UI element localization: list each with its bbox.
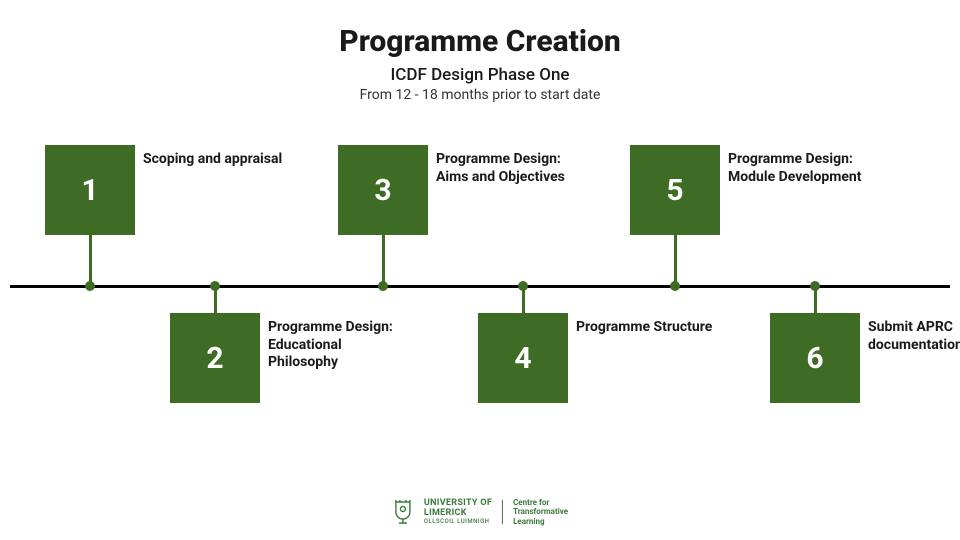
timeline-dot [670,281,680,291]
timeline-step-number: 6 [806,341,823,376]
timeline-dot [378,281,388,291]
timeline-step-label: Submit APRC documentation [868,319,960,354]
timeline-step-number: 1 [81,173,98,208]
timeline-axis [10,285,950,288]
footer-logo: UNIVERSITY OF LIMERICK OLLSCOIL LUIMNIGH… [392,498,568,526]
university-crest-icon [392,498,414,526]
centre-name: Centre for Transformative Learning [513,498,568,526]
timeline-step-number: 4 [514,341,531,376]
centre-line3: Learning [513,517,568,526]
centre-line1: Centre for [513,498,568,507]
header: Programme Creation ICDF Design Phase One… [0,0,960,103]
timeline-step-number: 5 [666,173,683,208]
timeline-connector [382,235,385,285]
timeline-step-box: 2 [170,313,260,403]
timeline-step-box: 4 [478,313,568,403]
timeline-dot [810,281,820,291]
timeline-step-label: Programme Design: Aims and Objectives [436,151,576,186]
page-subtitle: ICDF Design Phase One [0,65,960,85]
page-subtitle-2: From 12 - 18 months prior to start date [0,87,960,103]
timeline-step-label: Programme Design: Educational Philosophy [268,319,408,372]
timeline-step-box: 6 [770,313,860,403]
university-name: UNIVERSITY OF LIMERICK OLLSCOIL LUIMNIGH [424,499,492,525]
timeline-step-label: Scoping and appraisal [143,151,283,169]
timeline-step-box: 3 [338,145,428,235]
timeline-step-label: Programme Structure [576,319,716,337]
logo-divider [502,500,503,524]
centre-line2: Transformative [513,507,568,516]
timeline-step-box: 1 [45,145,135,235]
timeline-connector [89,235,92,285]
timeline-dot [210,281,220,291]
timeline-dot [85,281,95,291]
timeline-step-number: 2 [206,341,223,376]
university-line3: OLLSCOIL LUIMNIGH [424,519,492,526]
timeline-step-number: 3 [374,173,391,208]
timeline: 1 Scoping and appraisal 2 Programme Design:… [0,130,960,480]
timeline-connector [674,235,677,285]
timeline-step-label: Programme Design: Module Development [728,151,868,186]
page-title: Programme Creation [0,24,960,59]
timeline-dot [518,281,528,291]
timeline-step-box: 5 [630,145,720,235]
